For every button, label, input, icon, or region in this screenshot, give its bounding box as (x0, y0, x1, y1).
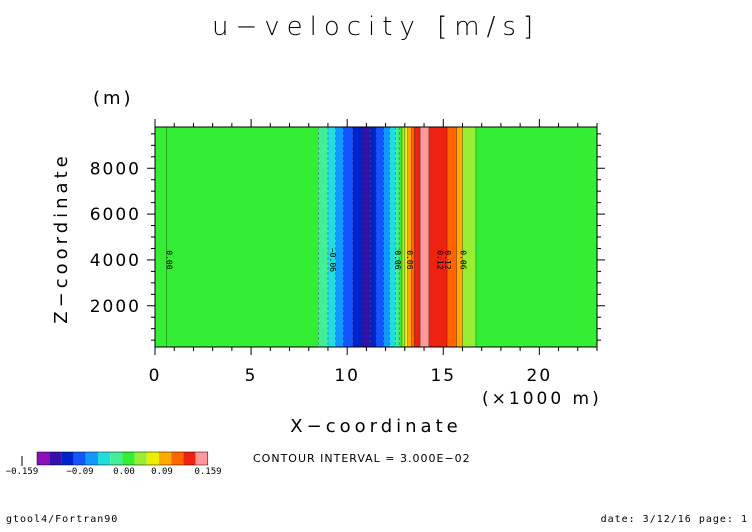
contour-band-16 (411, 127, 415, 347)
y-tick-label: 4000 (90, 251, 141, 271)
axis-ticks (147, 119, 605, 355)
contour-band-23 (475, 127, 597, 347)
colorbar-swatch-13 (195, 452, 208, 465)
colorbar-labels: −0.159 −0.09 0.00 0.09 0.159 (6, 467, 222, 477)
y-tick-label: 2000 (90, 297, 141, 317)
x-tick-label: 0 (149, 366, 162, 386)
contour-band-5 (352, 127, 363, 347)
contour-label-5: 0.12 (443, 250, 452, 269)
contour-band-17 (414, 127, 421, 347)
colorbar-swatch-10 (159, 452, 172, 465)
colorbar-swatch-4 (85, 452, 98, 465)
colorbar-swatch-8 (134, 452, 147, 465)
contour-label-0: 0.00 (165, 250, 174, 269)
footer-right: date: 3/12/16 page: 1 (600, 514, 748, 525)
colorbar-swatch-6 (110, 452, 123, 465)
colorbar-swatch-3 (73, 452, 86, 465)
contour-labels: 0.00 −0.06 0.06 0.06 0.120.12 0.06 (165, 248, 468, 272)
contour-label-4: 0.12 (435, 250, 444, 269)
colorbar-swatch-5 (98, 452, 111, 465)
x-tick-label: 15 (430, 366, 456, 386)
colorbar-swatch-2 (61, 452, 74, 465)
contour-band-20 (447, 127, 457, 347)
y-tick-label: 8000 (90, 159, 141, 179)
contour-band-19 (428, 127, 448, 347)
colorbar-swatch-11 (171, 452, 184, 465)
contour-band-11 (395, 127, 400, 347)
contour-band-13 (401, 127, 405, 347)
contour-band-18 (420, 127, 429, 347)
contour-band-0 (155, 127, 319, 347)
contour-lines (166, 127, 477, 347)
colorbar-label-2: 0.00 (113, 467, 135, 477)
contour-label-6: 0.06 (459, 250, 468, 269)
y-axis-label: Z−coordinate (51, 152, 72, 323)
contour-label-2: 0.06 (393, 250, 402, 269)
contour-band-6 (362, 127, 371, 347)
contour-band-8 (376, 127, 384, 347)
contour-bands (155, 127, 597, 347)
contour-band-14 (404, 127, 408, 347)
colorbar-swatch-0 (37, 452, 50, 465)
colorbar-label-4: 0.159 (194, 467, 221, 477)
x-tick-label: 20 (527, 366, 553, 386)
colorbar (21, 451, 209, 466)
contour-band-1 (318, 127, 328, 347)
footer-left: gtool4/Fortran90 (6, 514, 119, 525)
colorbar-swatch-9 (146, 452, 159, 465)
contour-band-3 (335, 127, 344, 347)
x-tick-label: 5 (245, 366, 258, 386)
colorbar-swatch-1 (49, 452, 62, 465)
x-axis-label: X−coordinate (290, 416, 461, 437)
colorbar-swatch-12 (183, 452, 196, 465)
contour-band-10 (389, 127, 396, 347)
contour-band-2 (327, 127, 336, 347)
colorbar-label-3: 0.09 (151, 467, 173, 477)
chart-title: u−velocity [m/s] (211, 12, 541, 42)
y-tick-label: 6000 (90, 205, 141, 225)
colorbar-label-0: −0.159 (6, 467, 39, 477)
x-axis-unit: (×1000 m) (482, 389, 602, 409)
contour-band-22 (462, 127, 476, 347)
colorbar-swatch-7 (122, 452, 135, 465)
contour-band-15 (407, 127, 412, 347)
colorbar-frame (36, 451, 209, 466)
contour-label-3: 0.06 (405, 250, 414, 269)
contour-band-21 (456, 127, 463, 347)
contour-band-7 (370, 127, 376, 347)
contour-label-1: −0.06 (328, 248, 337, 272)
contour-band-12 (399, 127, 402, 347)
contour-interval: CONTOUR INTERVAL = 3.000E−02 (253, 452, 471, 465)
contour-band-9 (383, 127, 390, 347)
axis-tick-labels: 0 5 10 15 20 2000 4000 6000 8000 (90, 159, 553, 386)
colorbar-label-1: −0.09 (66, 467, 93, 477)
y-axis-unit: (m) (93, 88, 134, 109)
x-tick-label: 10 (334, 366, 360, 386)
contour-band-4 (343, 127, 353, 347)
